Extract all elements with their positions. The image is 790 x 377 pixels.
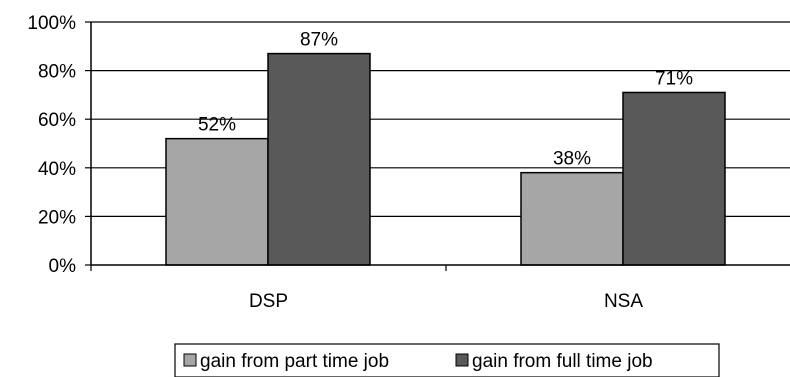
x-axis-ticks bbox=[90, 265, 447, 271]
y-tick-label: 20% bbox=[38, 207, 76, 228]
data-label: 87% bbox=[300, 30, 338, 51]
legend-box bbox=[174, 343, 720, 377]
x-category-label: DSP bbox=[249, 291, 288, 312]
data-label: 52% bbox=[198, 115, 236, 136]
legend-swatch bbox=[455, 353, 469, 367]
bar-nsa-series-0 bbox=[520, 171, 624, 266]
y-tick-label: 60% bbox=[38, 110, 76, 131]
legend: gain from part time job gain from full ti… bbox=[174, 343, 720, 377]
y-tick-label: 100% bbox=[27, 13, 76, 34]
legend-label: gain from full time job bbox=[472, 351, 653, 372]
y-tick-label: 40% bbox=[38, 159, 76, 180]
legend-label: gain from part time job bbox=[200, 351, 389, 372]
y-tick-label: 0% bbox=[49, 256, 77, 277]
bars bbox=[165, 52, 726, 266]
y-axis-ticks: 0% 20% 40% 60% 80% 100% bbox=[27, 13, 91, 277]
bar-dsp-series-1 bbox=[267, 52, 371, 266]
bar-nsa-series-1 bbox=[622, 91, 726, 266]
data-label: 71% bbox=[655, 68, 693, 89]
category-labels: DSP NSA bbox=[249, 291, 643, 312]
data-labels: 52% 87% 38% 71% bbox=[198, 30, 693, 170]
legend-swatch bbox=[183, 353, 197, 367]
bar-dsp-series-0 bbox=[165, 137, 269, 266]
data-label: 38% bbox=[553, 149, 591, 170]
y-tick-label: 80% bbox=[38, 62, 76, 83]
x-category-label: NSA bbox=[604, 291, 643, 312]
